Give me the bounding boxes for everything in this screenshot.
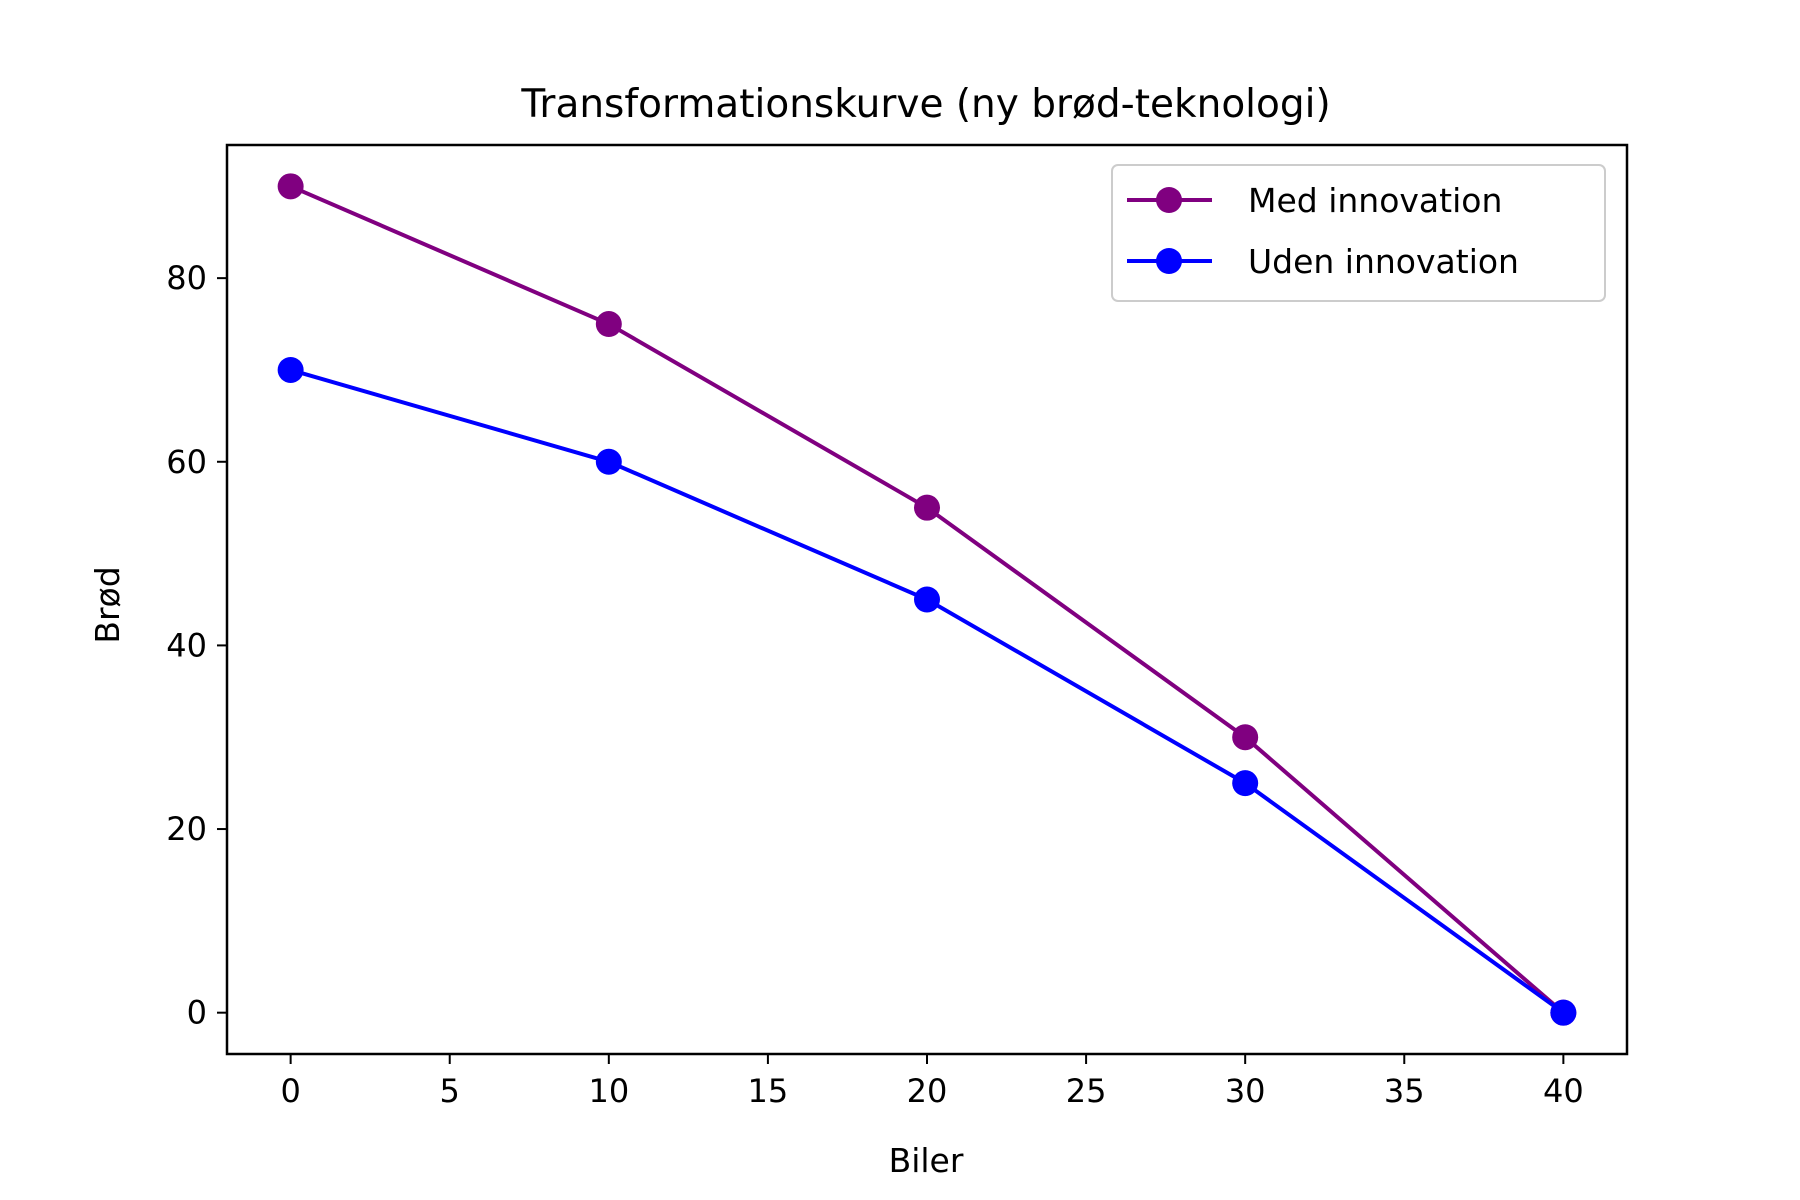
data-point-series-1: [914, 586, 940, 613]
legend-marker-1: [1156, 248, 1182, 274]
legend-label-0: Med innovation: [1248, 181, 1502, 220]
y-tick-label: 60: [166, 443, 207, 481]
x-tick-label: 25: [1066, 1072, 1107, 1110]
data-point-series-0: [914, 494, 940, 521]
y-tick-label: 80: [166, 259, 207, 297]
data-point-series-1: [595, 448, 622, 475]
y-axis-label: Brød: [88, 566, 127, 643]
y-tick-label: 40: [166, 626, 207, 664]
x-tick-label: 35: [1384, 1072, 1425, 1110]
data-point-series-1: [277, 356, 304, 383]
y-tick-label: 20: [166, 810, 207, 848]
x-tick-label: 15: [748, 1072, 789, 1110]
legend-marker-0: [1156, 187, 1182, 213]
chart-title: Transformationskurve (ny brød-teknologi): [520, 82, 1330, 127]
data-point-series-0: [1232, 724, 1259, 751]
x-tick-label: 0: [280, 1072, 300, 1110]
x-tick-label: 30: [1225, 1072, 1266, 1110]
x-tick-label: 40: [1543, 1072, 1584, 1110]
x-axis-label: Biler: [889, 1141, 964, 1180]
data-point-series-1: [1232, 770, 1259, 797]
data-point-series-0: [595, 311, 622, 338]
data-point-series-0: [277, 173, 304, 200]
x-tick-label: 5: [440, 1072, 460, 1110]
legend-label-1: Uden innovation: [1248, 242, 1519, 281]
x-tick-label: 20: [907, 1072, 948, 1110]
legend: Med innovation Uden innovation: [1111, 164, 1606, 302]
y-tick-label: 0: [187, 994, 207, 1032]
data-point-series-1: [1550, 999, 1577, 1026]
x-tick-label: 10: [588, 1072, 629, 1110]
legend-box: [1111, 164, 1606, 302]
plot-frame: [225, 143, 1629, 1056]
